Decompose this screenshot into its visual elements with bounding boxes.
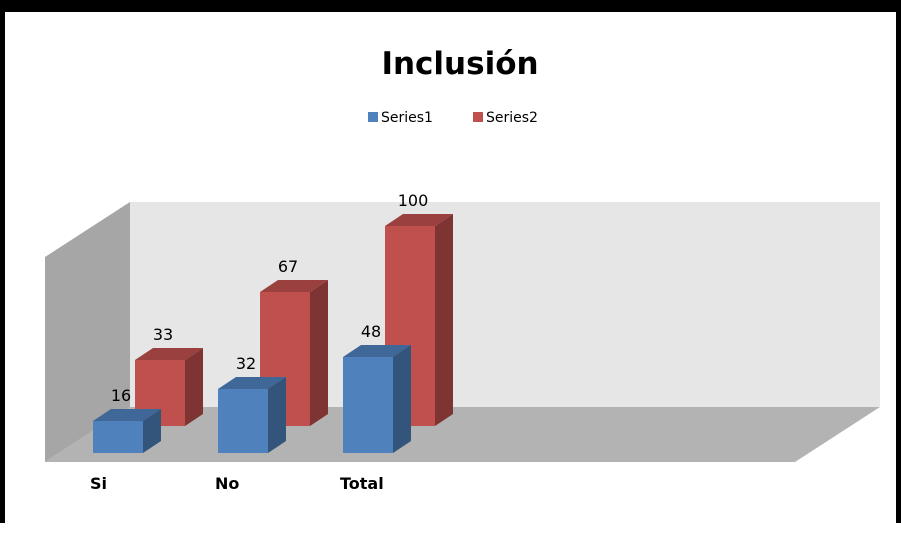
bar-side-face [435, 214, 453, 426]
data-label-series2-si: 33 [153, 325, 173, 344]
bar-top-face [135, 348, 203, 360]
bar-top-face [93, 409, 161, 421]
bar-front-face [218, 389, 268, 453]
bar-series1-total [343, 345, 411, 453]
bar-side-face [268, 377, 286, 453]
bar-side-face [143, 409, 161, 453]
bar-top-face [343, 345, 411, 357]
chart-frame: Inclusión Series1 Series2 33 16 67 32 100 48 … [0, 0, 901, 523]
chart-area: Inclusión Series1 Series2 3316673210048 … [45, 46, 880, 493]
bar-front-face [343, 357, 393, 453]
legend-label-series1: Series1 [381, 110, 433, 126]
bar-top-face [385, 214, 453, 226]
bar-front-face [93, 421, 143, 453]
category-label-si: Si [90, 474, 107, 493]
data-label-series1-total: 48 [361, 322, 381, 341]
category-label-no: No [215, 474, 239, 493]
legend-swatch-series1 [368, 112, 378, 122]
bar-series1-no [218, 377, 286, 453]
bar-side-face [393, 345, 411, 453]
bar-side-face [310, 280, 328, 426]
bar-series1-si [93, 409, 161, 453]
data-label-series1-si: 16 [111, 386, 131, 405]
data-label-series2-total: 100 [398, 191, 429, 210]
data-label-series2-no: 67 [278, 257, 298, 276]
legend: Series1 Series2 [368, 110, 538, 126]
legend-label-series2: Series2 [486, 110, 538, 126]
chart-title: Inclusión [381, 46, 538, 82]
bar-side-face [185, 348, 203, 426]
bars-group: 33 16 67 32 100 48 [93, 191, 453, 453]
category-label-total: Total [340, 474, 384, 493]
bar-top-face [260, 280, 328, 292]
chart-side-wall [45, 202, 130, 462]
legend-swatch-series2 [473, 112, 483, 122]
bar-top-face [218, 377, 286, 389]
data-label-series1-no: 32 [236, 354, 256, 373]
chart-back-wall [130, 202, 880, 407]
category-labels: Si No Total [90, 474, 384, 493]
